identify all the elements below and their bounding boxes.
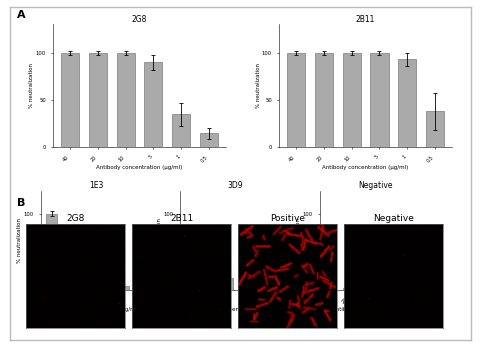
Bar xyxy=(63,238,75,290)
Y-axis label: % neutralization: % neutralization xyxy=(156,218,162,263)
Bar xyxy=(200,133,218,147)
X-axis label: Antibody concentration (μg/ml): Antibody concentration (μg/ml) xyxy=(192,307,278,312)
Bar xyxy=(81,255,93,290)
Bar xyxy=(88,53,107,147)
Bar xyxy=(370,53,388,147)
Title: Negative: Negative xyxy=(357,181,392,190)
Bar xyxy=(46,214,58,290)
Title: 2B11: 2B11 xyxy=(355,15,374,24)
Bar xyxy=(185,246,197,290)
Y-axis label: % neutralization: % neutralization xyxy=(29,64,35,108)
Title: Positive: Positive xyxy=(269,214,304,223)
Y-axis label: % neutralization: % neutralization xyxy=(296,218,301,263)
Bar xyxy=(286,53,304,147)
Bar xyxy=(99,278,111,290)
Bar xyxy=(116,53,134,147)
Title: 2G8: 2G8 xyxy=(132,15,147,24)
X-axis label: Antibody concentration (μg/ml): Antibody concentration (μg/ml) xyxy=(322,165,408,170)
Bar xyxy=(342,53,360,147)
Y-axis label: % neutralization: % neutralization xyxy=(17,218,23,263)
Bar xyxy=(134,287,146,290)
Text: B: B xyxy=(17,198,25,208)
Bar xyxy=(324,287,336,290)
Title: Negative: Negative xyxy=(372,214,413,223)
Bar xyxy=(342,288,354,290)
Bar xyxy=(274,287,286,290)
Title: 2B11: 2B11 xyxy=(169,214,193,223)
Bar xyxy=(172,114,190,147)
Title: 3D9: 3D9 xyxy=(228,181,243,190)
Bar xyxy=(256,287,268,290)
X-axis label: Antibody concentration (μg/ml): Antibody concentration (μg/ml) xyxy=(331,307,418,312)
Bar xyxy=(425,111,444,147)
Y-axis label: % neutralization: % neutralization xyxy=(255,64,260,108)
X-axis label: Antibody concentration (μg/ml): Antibody concentration (μg/ml) xyxy=(96,165,182,170)
Bar xyxy=(377,288,389,290)
Bar xyxy=(144,62,162,147)
Title: 2G8: 2G8 xyxy=(66,214,85,223)
Bar xyxy=(395,289,407,290)
Bar xyxy=(413,289,425,290)
Bar xyxy=(238,283,250,290)
Text: A: A xyxy=(17,10,25,20)
Title: 1E3: 1E3 xyxy=(89,181,103,190)
Bar xyxy=(203,258,215,290)
X-axis label: Antibody concentration (μg/ml): Antibody concentration (μg/ml) xyxy=(53,307,139,312)
Bar xyxy=(360,288,372,290)
Bar xyxy=(117,286,129,290)
Bar xyxy=(397,59,416,147)
Bar xyxy=(60,53,79,147)
Bar xyxy=(220,278,232,290)
Bar xyxy=(314,53,332,147)
